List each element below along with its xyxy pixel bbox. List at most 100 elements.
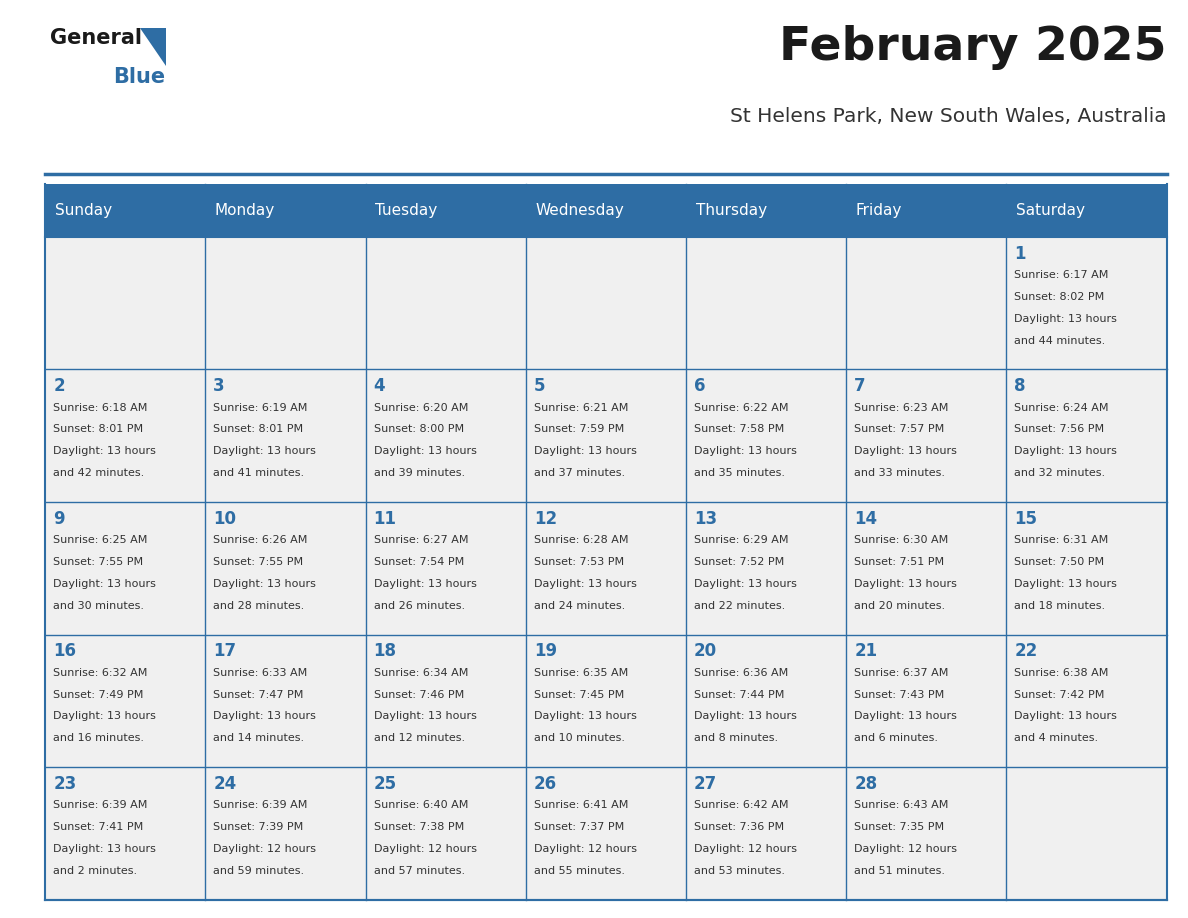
Text: 16: 16 <box>53 643 76 660</box>
Text: and 2 minutes.: and 2 minutes. <box>53 866 138 876</box>
Text: 15: 15 <box>1015 509 1037 528</box>
Text: Sunset: 7:46 PM: Sunset: 7:46 PM <box>373 689 463 700</box>
Text: Sunrise: 6:22 AM: Sunrise: 6:22 AM <box>694 402 789 412</box>
Text: and 24 minutes.: and 24 minutes. <box>533 600 625 610</box>
Bar <box>685 369 846 502</box>
Text: Sunset: 7:42 PM: Sunset: 7:42 PM <box>1015 689 1105 700</box>
Text: Sunrise: 6:32 AM: Sunrise: 6:32 AM <box>53 667 147 677</box>
Text: Sunrise: 6:23 AM: Sunrise: 6:23 AM <box>854 402 948 412</box>
Text: 26: 26 <box>533 775 557 793</box>
Text: Daylight: 13 hours: Daylight: 13 hours <box>373 446 476 456</box>
Text: Daylight: 13 hours: Daylight: 13 hours <box>1015 446 1117 456</box>
Bar <box>206 767 366 900</box>
Text: Thursday: Thursday <box>696 203 766 218</box>
Text: Daylight: 12 hours: Daylight: 12 hours <box>533 844 637 854</box>
Text: Sunset: 7:53 PM: Sunset: 7:53 PM <box>533 557 624 567</box>
Text: Sunset: 7:50 PM: Sunset: 7:50 PM <box>1015 557 1105 567</box>
Bar <box>846 634 1006 767</box>
Text: Sunrise: 6:42 AM: Sunrise: 6:42 AM <box>694 800 789 811</box>
Text: Sunrise: 6:34 AM: Sunrise: 6:34 AM <box>373 667 468 677</box>
Bar <box>846 369 1006 502</box>
Text: and 28 minutes.: and 28 minutes. <box>214 600 304 610</box>
Text: Sunrise: 6:43 AM: Sunrise: 6:43 AM <box>854 800 948 811</box>
Text: Sunrise: 6:20 AM: Sunrise: 6:20 AM <box>373 402 468 412</box>
Text: Sunset: 7:58 PM: Sunset: 7:58 PM <box>694 424 784 434</box>
Text: and 14 minutes.: and 14 minutes. <box>214 733 304 744</box>
Text: Sunset: 7:36 PM: Sunset: 7:36 PM <box>694 823 784 832</box>
Text: Daylight: 12 hours: Daylight: 12 hours <box>214 844 316 854</box>
Bar <box>526 634 685 767</box>
Text: Sunset: 7:57 PM: Sunset: 7:57 PM <box>854 424 944 434</box>
Text: 9: 9 <box>53 509 65 528</box>
Text: Sunset: 7:55 PM: Sunset: 7:55 PM <box>53 557 144 567</box>
Text: Sunset: 8:01 PM: Sunset: 8:01 PM <box>53 424 144 434</box>
Text: and 44 minutes.: and 44 minutes. <box>1015 336 1106 345</box>
Text: Sunset: 7:51 PM: Sunset: 7:51 PM <box>854 557 944 567</box>
Text: Sunday: Sunday <box>55 203 112 218</box>
Bar <box>846 502 1006 634</box>
Text: Daylight: 13 hours: Daylight: 13 hours <box>214 579 316 588</box>
Text: Sunset: 8:01 PM: Sunset: 8:01 PM <box>214 424 303 434</box>
Text: 24: 24 <box>214 775 236 793</box>
Text: Daylight: 13 hours: Daylight: 13 hours <box>1015 711 1117 722</box>
Text: Daylight: 13 hours: Daylight: 13 hours <box>214 446 316 456</box>
Text: Sunrise: 6:31 AM: Sunrise: 6:31 AM <box>1015 535 1108 545</box>
Text: Daylight: 13 hours: Daylight: 13 hours <box>694 579 797 588</box>
Text: 20: 20 <box>694 643 718 660</box>
Text: Sunrise: 6:26 AM: Sunrise: 6:26 AM <box>214 535 308 545</box>
Text: Sunrise: 6:24 AM: Sunrise: 6:24 AM <box>1015 402 1108 412</box>
Bar <box>206 502 366 634</box>
Text: and 12 minutes.: and 12 minutes. <box>373 733 465 744</box>
Text: Sunset: 7:59 PM: Sunset: 7:59 PM <box>533 424 624 434</box>
Bar <box>45 237 206 369</box>
Text: Sunrise: 6:28 AM: Sunrise: 6:28 AM <box>533 535 628 545</box>
Text: and 8 minutes.: and 8 minutes. <box>694 733 778 744</box>
Text: Daylight: 13 hours: Daylight: 13 hours <box>53 711 156 722</box>
Bar <box>685 634 846 767</box>
Bar <box>206 237 366 369</box>
Bar <box>526 502 685 634</box>
Text: Daylight: 13 hours: Daylight: 13 hours <box>53 844 156 854</box>
Text: 22: 22 <box>1015 643 1037 660</box>
Text: 25: 25 <box>373 775 397 793</box>
Bar <box>1006 369 1167 502</box>
Text: Sunrise: 6:27 AM: Sunrise: 6:27 AM <box>373 535 468 545</box>
Text: and 4 minutes.: and 4 minutes. <box>1015 733 1099 744</box>
Text: Sunrise: 6:36 AM: Sunrise: 6:36 AM <box>694 667 789 677</box>
Text: Daylight: 13 hours: Daylight: 13 hours <box>694 446 797 456</box>
Text: Sunrise: 6:21 AM: Sunrise: 6:21 AM <box>533 402 628 412</box>
Text: Daylight: 13 hours: Daylight: 13 hours <box>533 711 637 722</box>
Text: Sunset: 7:44 PM: Sunset: 7:44 PM <box>694 689 784 700</box>
Bar <box>206 369 366 502</box>
Text: General: General <box>50 28 141 48</box>
Bar <box>366 237 526 369</box>
Text: Daylight: 13 hours: Daylight: 13 hours <box>854 446 958 456</box>
Text: 4: 4 <box>373 377 385 396</box>
Text: Sunrise: 6:40 AM: Sunrise: 6:40 AM <box>373 800 468 811</box>
Text: Sunset: 7:47 PM: Sunset: 7:47 PM <box>214 689 304 700</box>
Text: Wednesday: Wednesday <box>536 203 624 218</box>
Text: Daylight: 13 hours: Daylight: 13 hours <box>1015 314 1117 324</box>
Text: Daylight: 13 hours: Daylight: 13 hours <box>533 446 637 456</box>
Text: Daylight: 13 hours: Daylight: 13 hours <box>694 711 797 722</box>
Bar <box>1006 502 1167 634</box>
Text: St Helens Park, New South Wales, Australia: St Helens Park, New South Wales, Austral… <box>729 107 1167 127</box>
Text: Sunset: 7:35 PM: Sunset: 7:35 PM <box>854 823 944 832</box>
Text: Sunrise: 6:33 AM: Sunrise: 6:33 AM <box>214 667 308 677</box>
Bar <box>846 237 1006 369</box>
Text: and 10 minutes.: and 10 minutes. <box>533 733 625 744</box>
Bar <box>206 634 366 767</box>
Text: 5: 5 <box>533 377 545 396</box>
Text: 11: 11 <box>373 509 397 528</box>
Text: Sunset: 7:43 PM: Sunset: 7:43 PM <box>854 689 944 700</box>
Text: Sunset: 8:00 PM: Sunset: 8:00 PM <box>373 424 463 434</box>
Text: Sunset: 7:55 PM: Sunset: 7:55 PM <box>214 557 303 567</box>
Text: 14: 14 <box>854 509 877 528</box>
Bar <box>685 502 846 634</box>
Text: Friday: Friday <box>855 203 902 218</box>
Text: Sunset: 7:56 PM: Sunset: 7:56 PM <box>1015 424 1105 434</box>
Text: and 32 minutes.: and 32 minutes. <box>1015 468 1106 478</box>
Text: Sunrise: 6:30 AM: Sunrise: 6:30 AM <box>854 535 948 545</box>
Text: February 2025: February 2025 <box>779 25 1167 70</box>
Text: Daylight: 13 hours: Daylight: 13 hours <box>533 579 637 588</box>
